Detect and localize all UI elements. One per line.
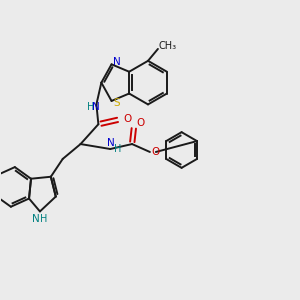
Text: O: O [137, 118, 145, 128]
Text: O: O [152, 147, 160, 157]
Text: N: N [107, 138, 115, 148]
Text: S: S [113, 98, 120, 108]
Text: CH₃: CH₃ [159, 41, 177, 51]
Text: N: N [92, 102, 99, 112]
Text: O: O [123, 114, 131, 124]
Text: H: H [113, 144, 121, 154]
Text: H: H [87, 102, 94, 112]
Text: N: N [32, 214, 40, 224]
Text: N: N [112, 57, 120, 67]
Text: H: H [40, 214, 48, 224]
